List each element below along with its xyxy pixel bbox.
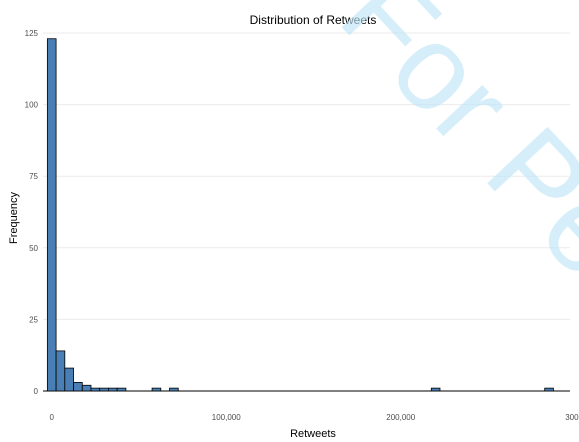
histogram-bar <box>430 387 441 392</box>
y-axis-title: Frequency <box>8 192 20 244</box>
y-tick-label: 0 <box>34 387 39 396</box>
histogram-bar <box>169 387 179 392</box>
x-tick-label: 0 <box>49 413 54 422</box>
y-tick-label: 100 <box>25 101 39 110</box>
histogram-bars <box>43 38 570 392</box>
histogram-bar <box>55 350 66 392</box>
watermark-text: For Peer <box>316 0 579 379</box>
histogram-bar <box>544 387 554 392</box>
histogram-bar <box>99 387 109 392</box>
y-tick-label: 25 <box>29 315 38 324</box>
histogram-bar <box>108 387 118 392</box>
y-tick-label: 125 <box>25 29 39 38</box>
y-axis-ticks: 0 25 50 75 100 125 <box>25 29 39 396</box>
histogram-bar <box>64 367 74 392</box>
x-tick-label: 100,000 <box>212 413 241 422</box>
histogram-bar <box>73 382 83 392</box>
histogram-bar <box>90 387 101 392</box>
histogram-bar <box>151 387 162 392</box>
histogram-bar <box>46 38 57 392</box>
x-tick-label: 300,0 <box>565 413 579 422</box>
y-tick-label: 75 <box>29 172 38 181</box>
chart-title: Distribution of Retweets <box>250 13 377 27</box>
histogram-bar <box>81 384 92 392</box>
histogram-bar <box>116 387 127 392</box>
y-tick-label: 50 <box>29 244 38 253</box>
x-tick-label: 200,000 <box>386 413 415 422</box>
x-axis-title: Retweets <box>290 428 336 440</box>
x-axis-ticks: 0 100,000 200,000 300,0 <box>49 413 579 422</box>
